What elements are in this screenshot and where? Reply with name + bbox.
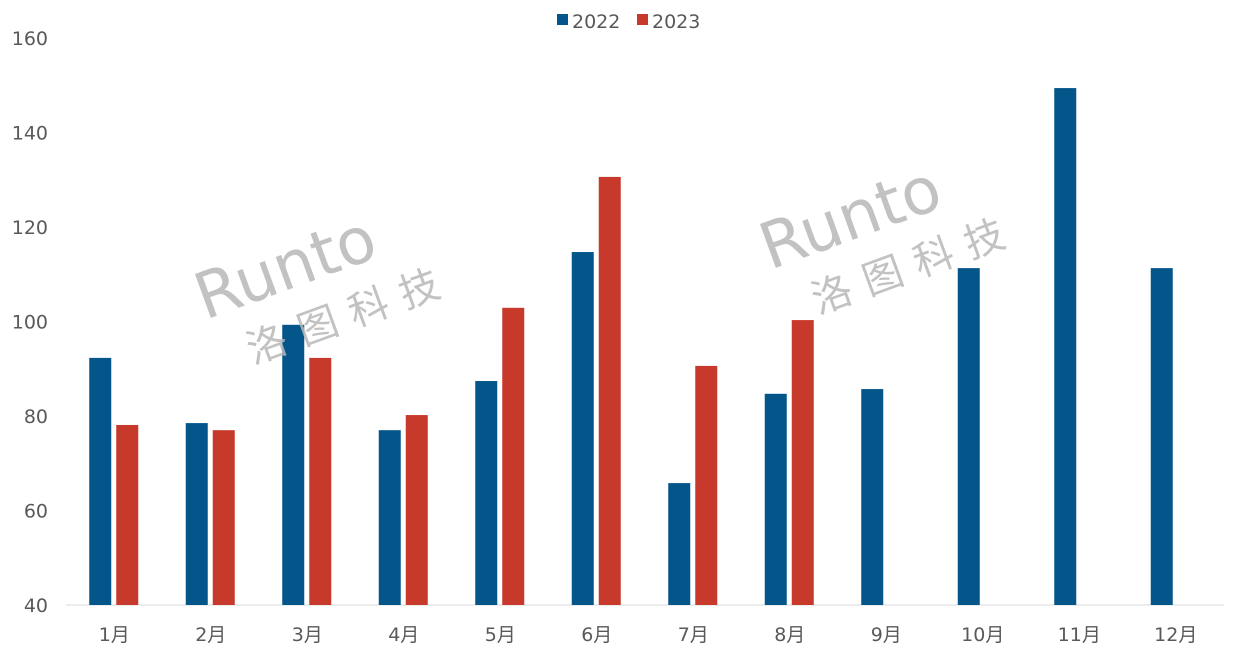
- x-tick-label: 7月: [678, 624, 709, 646]
- bar-2022: [571, 252, 594, 606]
- y-tick-label: 120: [12, 217, 48, 239]
- bar-2022: [1054, 88, 1077, 605]
- bar-2022: [861, 389, 884, 605]
- bar-2023: [309, 357, 332, 605]
- x-tick-label: 9月: [871, 624, 902, 646]
- x-tick-label: 11月: [1058, 624, 1101, 646]
- y-tick-label: 100: [12, 312, 48, 334]
- bar-2022: [282, 324, 305, 605]
- y-tick-label: 40: [24, 595, 48, 617]
- x-tick-label: 3月: [292, 624, 323, 646]
- x-tick-label: 5月: [485, 624, 516, 646]
- bar-2022: [957, 268, 980, 605]
- legend-swatch: [557, 14, 568, 25]
- bar-2022: [668, 483, 691, 605]
- legend-swatch: [637, 14, 648, 25]
- x-tick-label: 8月: [774, 624, 805, 646]
- x-tick-label: 1月: [99, 624, 130, 646]
- bar-2023: [598, 176, 621, 606]
- x-tick-label: 10月: [961, 624, 1004, 646]
- x-tick-label: 6月: [581, 624, 612, 646]
- bar-2022: [185, 423, 208, 605]
- bar-2022: [475, 381, 498, 605]
- y-tick-label: 60: [24, 501, 48, 523]
- bar-2023: [695, 365, 718, 605]
- bar-2023: [116, 424, 139, 605]
- bar-2022: [764, 393, 787, 605]
- bar-2022: [89, 357, 112, 605]
- bar-2023: [791, 320, 814, 605]
- bar-2023: [502, 307, 525, 605]
- y-tick-label: 140: [12, 123, 48, 145]
- y-tick-label: 80: [24, 406, 48, 428]
- x-tick-label: 4月: [388, 624, 419, 646]
- x-tick-label: 2月: [195, 624, 226, 646]
- bar-2022: [1150, 268, 1173, 605]
- y-tick-label: 160: [12, 28, 48, 50]
- bar-2023: [212, 430, 235, 605]
- bar-2023: [405, 415, 428, 605]
- legend-label: 2022: [572, 11, 620, 33]
- x-tick-label: 12月: [1154, 624, 1197, 646]
- legend-label: 2023: [652, 11, 700, 33]
- bar-2022: [378, 430, 401, 605]
